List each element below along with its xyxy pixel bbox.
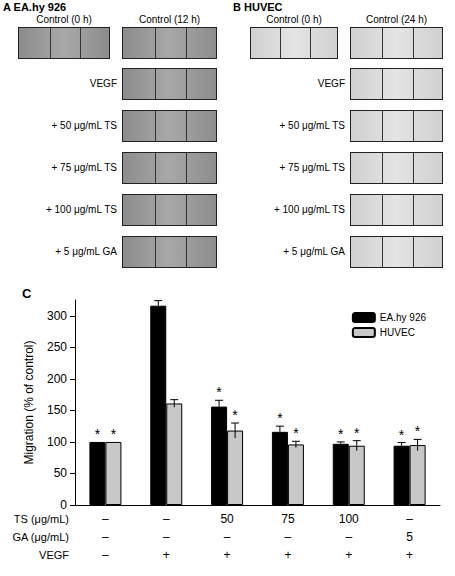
html-text:+ 75 μg/mL TS: + 75 μg/mL TS <box>51 162 117 173</box>
svg-text:–: – <box>163 530 170 544</box>
svg-text:250: 250 <box>47 340 67 354</box>
svg-text:100: 100 <box>339 512 359 526</box>
html-text:+ 100 μg/mL TS: + 100 μg/mL TS <box>273 204 345 215</box>
svg-text:*: * <box>232 407 238 423</box>
html-text:VEGF: VEGF <box>89 78 117 89</box>
html-text:+ 5 μg/mL GA: + 5 μg/mL GA <box>55 246 117 257</box>
svg-text:Migration (% of control): Migration (% of control) <box>22 340 36 464</box>
svg-text:*: * <box>111 426 117 442</box>
svg-text:–: – <box>345 530 352 544</box>
svg-text:–: – <box>163 512 170 526</box>
svg-text:100: 100 <box>47 435 67 449</box>
svg-text:50: 50 <box>54 466 68 480</box>
svg-text:+: + <box>345 548 352 562</box>
svg-text:*: * <box>216 384 222 400</box>
svg-text:+: + <box>163 548 170 562</box>
svg-text:+: + <box>224 548 231 562</box>
html-text:+ 100 μg/mL TS: + 100 μg/mL TS <box>45 204 117 215</box>
html-text:+ 50 μg/mL TS: + 50 μg/mL TS <box>51 120 117 131</box>
svg-text:75: 75 <box>281 512 295 526</box>
svg-text:+: + <box>406 548 413 562</box>
html-text:Control (12 h): Control (12 h) <box>138 14 201 25</box>
svg-text:*: * <box>399 427 405 443</box>
svg-text:–: – <box>102 512 109 526</box>
svg-text:HUVEC: HUVEC <box>380 327 415 338</box>
html-text:+ 5 μg/mL GA: + 5 μg/mL GA <box>283 246 345 257</box>
html-text:Control (0 h): Control (0 h) <box>266 14 322 25</box>
svg-text:GA (μg/mL): GA (μg/mL) <box>13 531 69 543</box>
svg-text:300: 300 <box>47 309 67 323</box>
svg-text:*: * <box>293 425 299 441</box>
svg-text:50: 50 <box>220 512 234 526</box>
svg-text:*: * <box>338 426 344 442</box>
svg-text:*: * <box>354 425 360 441</box>
svg-text:–: – <box>224 530 231 544</box>
svg-text:–: – <box>102 530 109 544</box>
svg-text:VEGF: VEGF <box>39 549 69 561</box>
svg-text:+: + <box>284 548 291 562</box>
svg-text:EA.hy 926: EA.hy 926 <box>380 312 427 323</box>
html-text:Control (24 h): Control (24 h) <box>365 14 428 25</box>
html-text:A EA.hy 926: A EA.hy 926 <box>3 1 67 13</box>
svg-text:*: * <box>95 426 101 442</box>
svg-text:200: 200 <box>47 372 67 386</box>
svg-text:5: 5 <box>406 530 413 544</box>
html-text:VEGF: VEGF <box>317 78 345 89</box>
svg-text:150: 150 <box>47 403 67 417</box>
html-text:+ 75 μg/mL TS: + 75 μg/mL TS <box>279 162 345 173</box>
svg-text:*: * <box>277 410 283 426</box>
svg-text:C: C <box>22 286 32 301</box>
svg-text:*: * <box>415 423 421 439</box>
svg-text:–: – <box>406 512 413 526</box>
svg-text:TS (μg/mL): TS (μg/mL) <box>14 513 69 525</box>
svg-text:0: 0 <box>60 498 67 512</box>
html-text:Control (0 h): Control (0 h) <box>36 14 92 25</box>
svg-text:–: – <box>285 530 292 544</box>
svg-text:–: – <box>102 548 109 562</box>
html-text:+ 50 μg/mL TS: + 50 μg/mL TS <box>279 120 345 131</box>
html-text:B HUVEC: B HUVEC <box>233 1 283 13</box>
